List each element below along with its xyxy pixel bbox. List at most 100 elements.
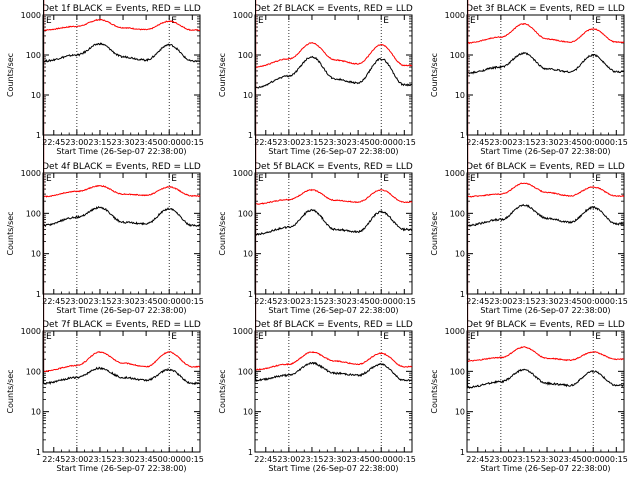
x-tick-label: 23:30 — [324, 297, 347, 306]
panel-title: Det 5f BLACK = Events, RED = LLD — [254, 162, 413, 172]
x-tick-label: 22:45 — [254, 138, 277, 147]
e-marker: E — [595, 174, 601, 184]
e-marker: E — [171, 16, 177, 26]
panel-title: Det 9f BLACK = Events, RED = LLD — [466, 320, 625, 330]
y-tick-label: 1 — [460, 131, 465, 140]
e-marker: E — [595, 332, 601, 342]
e-marker: E — [46, 16, 52, 26]
lld-series-line — [43, 0, 201, 32]
y-tick-label: 100 — [26, 209, 41, 218]
x-tick-label: 00:00 — [158, 138, 181, 147]
x-tick-label: 23:00 — [277, 297, 300, 306]
x-tick-label: 23:30 — [536, 455, 559, 464]
x-axis-label: Start Time (26-Sep-07 22:38:00) — [480, 147, 610, 156]
y-tick-label: 1 — [36, 290, 41, 299]
y-tick-label: 1000 — [445, 169, 465, 178]
plot-frame — [254, 14, 413, 136]
x-tick-label: 23:15 — [300, 138, 323, 147]
y-tick-label: 1 — [36, 448, 41, 457]
x-tick-label: 22:45 — [466, 138, 489, 147]
x-tick-label: 00:00 — [582, 455, 605, 464]
plot-frame — [42, 14, 201, 136]
y-tick-label: 1 — [248, 290, 253, 299]
x-tick-label: 00:15 — [181, 297, 204, 306]
y-tick-label: 100 — [26, 367, 41, 376]
events-series-line — [467, 0, 625, 228]
y-tick-label: 1000 — [21, 327, 41, 336]
panel-det-1: Det 1f BLACK = Events, RED = LLD E E 1 10 100… — [6, 0, 204, 156]
x-axis-label: Start Time (26-Sep-07 22:38:00) — [268, 306, 398, 315]
x-tick-label: 22:45 — [42, 455, 65, 464]
x-tick-label: 00:15 — [181, 455, 204, 464]
y-tick-label: 1 — [248, 448, 253, 457]
plot-frame — [254, 172, 413, 295]
plot-frame — [466, 172, 625, 295]
events-series-line — [255, 0, 413, 89]
x-tick-label: 00:15 — [605, 138, 628, 147]
x-tick-label: 23:45 — [347, 297, 370, 306]
y-tick-label: 10 — [31, 91, 41, 100]
panel-title: Det 4f BLACK = Events, RED = LLD — [42, 162, 201, 172]
x-tick-label: 23:45 — [559, 455, 582, 464]
y-tick-label: 10 — [455, 408, 465, 417]
y-axis-label: Counts/sec — [218, 53, 227, 97]
x-axis-label: Start Time (26-Sep-07 22:38:00) — [268, 147, 398, 156]
events-series-line — [466, 0, 625, 390]
x-tick-label: 23:00 — [489, 455, 512, 464]
e-marker: E — [46, 174, 52, 184]
x-tick-label: 00:15 — [393, 297, 416, 306]
y-tick-label: 100 — [450, 367, 465, 376]
x-axis-label: Start Time (26-Sep-07 22:38:00) — [56, 464, 186, 473]
x-tick-label: 23:30 — [324, 455, 347, 464]
panel-title: Det 2f BLACK = Events, RED = LLD — [254, 4, 413, 14]
y-tick-label: 100 — [238, 209, 253, 218]
y-axis-label: Counts/sec — [218, 369, 227, 413]
e-marker: E — [258, 16, 264, 26]
y-tick-label: 100 — [26, 51, 41, 60]
e-marker: E — [383, 332, 389, 342]
lld-series-line — [255, 0, 413, 205]
panel-title: Det 1f BLACK = Events, RED = LLD — [42, 4, 201, 14]
x-tick-label: 23:00 — [65, 138, 88, 147]
y-tick-label: 100 — [450, 51, 465, 60]
events-series-line — [43, 0, 201, 63]
x-tick-label: 00:15 — [393, 138, 416, 147]
x-tick-label: 23:15 — [88, 455, 111, 464]
x-tick-label: 23:00 — [277, 455, 300, 464]
lld-series-line — [467, 0, 625, 45]
panel-title: Det 3f BLACK = Events, RED = LLD — [466, 4, 625, 14]
x-tick-label: 23:00 — [489, 297, 512, 306]
lld-series-line — [43, 0, 201, 198]
x-axis-label: Start Time (26-Sep-07 22:38:00) — [56, 306, 186, 315]
x-tick-label: 23:00 — [65, 297, 88, 306]
lld-series-line — [467, 0, 625, 363]
y-tick-label: 10 — [243, 408, 253, 417]
y-tick-label: 1 — [36, 131, 41, 140]
y-tick-label: 10 — [455, 250, 465, 259]
x-tick-label: 23:45 — [559, 138, 582, 147]
e-marker: E — [171, 332, 177, 342]
x-tick-label: 23:15 — [512, 455, 535, 464]
y-tick-label: 1000 — [233, 11, 253, 20]
x-tick-label: 23:15 — [300, 455, 323, 464]
x-tick-label: 23:30 — [112, 138, 135, 147]
x-tick-label: 23:30 — [536, 138, 559, 147]
events-series-line — [43, 0, 201, 228]
y-tick-label: 1000 — [233, 169, 253, 178]
y-tick-label: 1 — [248, 131, 253, 140]
x-tick-label: 22:45 — [466, 455, 489, 464]
y-axis-label: Counts/sec — [430, 53, 439, 97]
x-tick-label: 23:15 — [88, 297, 111, 306]
y-axis-label: Counts/sec — [218, 211, 227, 255]
x-tick-label: 00:15 — [605, 297, 628, 306]
x-tick-label: 23:30 — [112, 455, 135, 464]
x-tick-label: 22:45 — [254, 455, 277, 464]
y-tick-label: 1 — [460, 448, 465, 457]
x-tick-label: 23:00 — [489, 138, 512, 147]
y-tick-label: 10 — [31, 408, 41, 417]
